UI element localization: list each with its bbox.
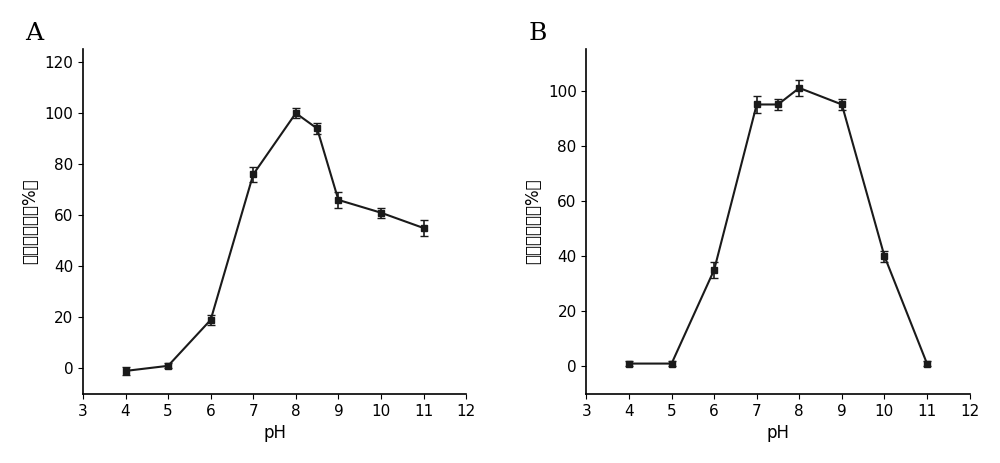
X-axis label: pH: pH (263, 424, 286, 442)
Text: B: B (529, 22, 547, 45)
Y-axis label: 相對酔活力（%）: 相對酔活力（%） (524, 179, 542, 264)
Text: A: A (26, 22, 44, 45)
X-axis label: pH: pH (767, 424, 790, 442)
Y-axis label: 相對酔活力（%）: 相對酔活力（%） (21, 179, 39, 264)
